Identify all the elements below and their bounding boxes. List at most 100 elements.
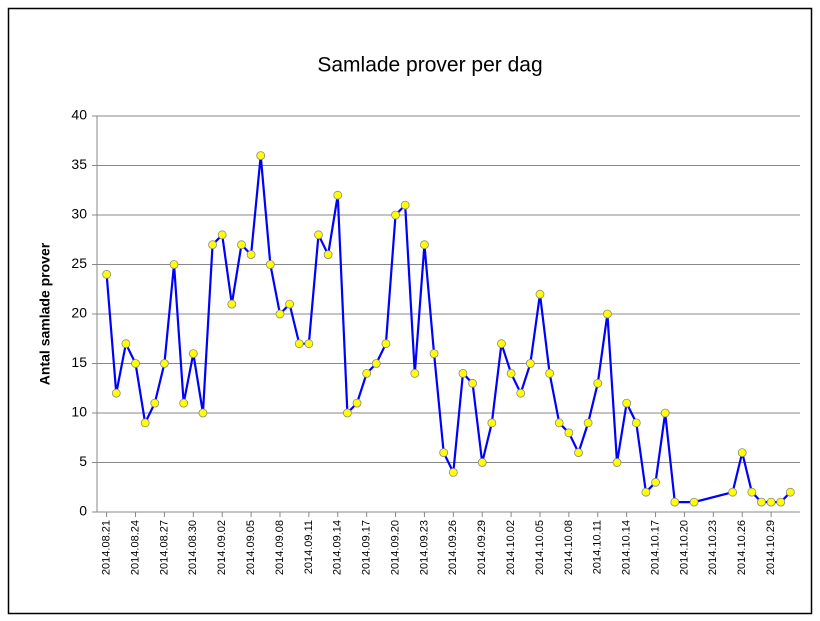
data-point: [574, 448, 583, 458]
data-point: [545, 368, 555, 378]
x-tick-label: 2014.09.29: [476, 520, 488, 575]
data-point: [477, 458, 487, 467]
data-point: [371, 359, 381, 368]
y-tick-label: 20: [71, 305, 87, 321]
data-point: [554, 418, 564, 428]
x-tick-label: 2014.09.05: [245, 520, 257, 575]
x-tick-label: 2014.09.14: [332, 520, 344, 575]
data-point: [776, 497, 786, 507]
x-tick-label: 2014.10.26: [736, 520, 748, 575]
x-tick-label: 2014.09.08: [274, 520, 286, 575]
x-tick-label: 2014.10.02: [505, 520, 517, 575]
data-point: [535, 289, 545, 299]
data-point: [246, 250, 256, 260]
data-point: [631, 418, 641, 428]
data-point: [439, 448, 449, 458]
y-axis-label: Antal samlade prover: [37, 242, 53, 385]
data-point: [583, 418, 593, 428]
data-point: [323, 250, 333, 260]
data-point: [468, 378, 477, 388]
data-point: [217, 230, 227, 240]
x-tick-label: 2014.09.26: [447, 520, 459, 575]
x-tick-label: 2014.09.23: [418, 520, 430, 575]
x-tick-label: 2014.10.23: [707, 520, 719, 575]
x-tick-label: 2014.09.11: [303, 520, 315, 574]
x-tick-label: 2014.09.02: [216, 520, 228, 575]
data-point: [525, 359, 535, 368]
x-tick-label: 2014.10.17: [649, 520, 661, 575]
data-point: [737, 448, 747, 458]
data-point: [728, 487, 737, 497]
data-point: [179, 398, 189, 408]
x-tick-label: 2014.10.05: [534, 520, 546, 575]
data-point: [198, 408, 208, 418]
data-point: [333, 190, 343, 200]
x-tick-label: 2014.10.11: [592, 520, 604, 574]
data-point: [593, 378, 603, 388]
data-point: [651, 477, 660, 487]
y-tick-label: 40: [71, 107, 87, 123]
data-point: [381, 339, 391, 349]
data-point: [294, 339, 304, 349]
data-point: [188, 349, 198, 359]
data-point: [785, 487, 795, 497]
x-tick-label: 2014.08.27: [158, 520, 170, 575]
data-point: [256, 151, 266, 161]
y-tick-label: 25: [71, 255, 87, 271]
data-point: [429, 349, 439, 359]
data-point: [265, 260, 275, 269]
data-point: [448, 467, 458, 477]
data-point: [410, 368, 420, 378]
data-point: [227, 299, 237, 309]
y-tick-label: 0: [79, 503, 87, 519]
data-point: [352, 398, 362, 408]
data-point: [670, 497, 680, 507]
data-point: [641, 487, 651, 497]
x-tick-label: 2014.10.20: [678, 520, 690, 575]
y-tick-label: 15: [71, 354, 87, 370]
data-point: [121, 339, 131, 349]
data-point: [660, 408, 670, 418]
data-point: [140, 418, 150, 428]
x-tick-label: 2014.10.08: [563, 520, 575, 575]
y-tick-label: 10: [71, 404, 87, 420]
y-tick-label: 35: [71, 156, 87, 172]
data-point: [766, 497, 776, 507]
data-point: [612, 458, 622, 467]
data-point: [506, 368, 516, 378]
data-point: [160, 359, 169, 368]
data-point: [237, 240, 246, 250]
x-tick-label: 2014.08.21: [101, 520, 113, 575]
data-point: [487, 418, 497, 428]
x-tick-label: 2014.08.24: [129, 520, 141, 575]
x-tick-label: 2014.08.30: [187, 520, 199, 575]
data-point: [275, 309, 285, 319]
data-point: [102, 269, 112, 279]
x-tick-label: 2014.09.20: [389, 520, 401, 575]
x-tick-label: 2014.10.14: [621, 520, 633, 575]
data-point: [757, 497, 766, 507]
data-point: [304, 339, 314, 349]
data-point: [689, 497, 699, 507]
data-point: [150, 398, 160, 408]
x-tick-label: 2014.09.17: [361, 520, 373, 575]
data-point: [111, 388, 121, 398]
data-point: [516, 388, 526, 398]
x-tick-label: 2014.10.29: [765, 520, 777, 575]
data-point: [314, 230, 323, 240]
data-point: [169, 260, 179, 269]
data-point: [622, 398, 632, 408]
data-point: [458, 368, 468, 378]
data-point: [285, 299, 295, 309]
data-point: [400, 200, 410, 210]
data-point: [602, 309, 612, 319]
data-point: [362, 368, 372, 378]
chart-title: Samlade prover per dag: [317, 54, 542, 77]
data-point: [391, 210, 400, 220]
data-point: [131, 359, 140, 368]
data-point: [564, 428, 574, 438]
data-point: [208, 240, 217, 250]
data-point: [497, 339, 506, 349]
data-point: [747, 487, 757, 497]
